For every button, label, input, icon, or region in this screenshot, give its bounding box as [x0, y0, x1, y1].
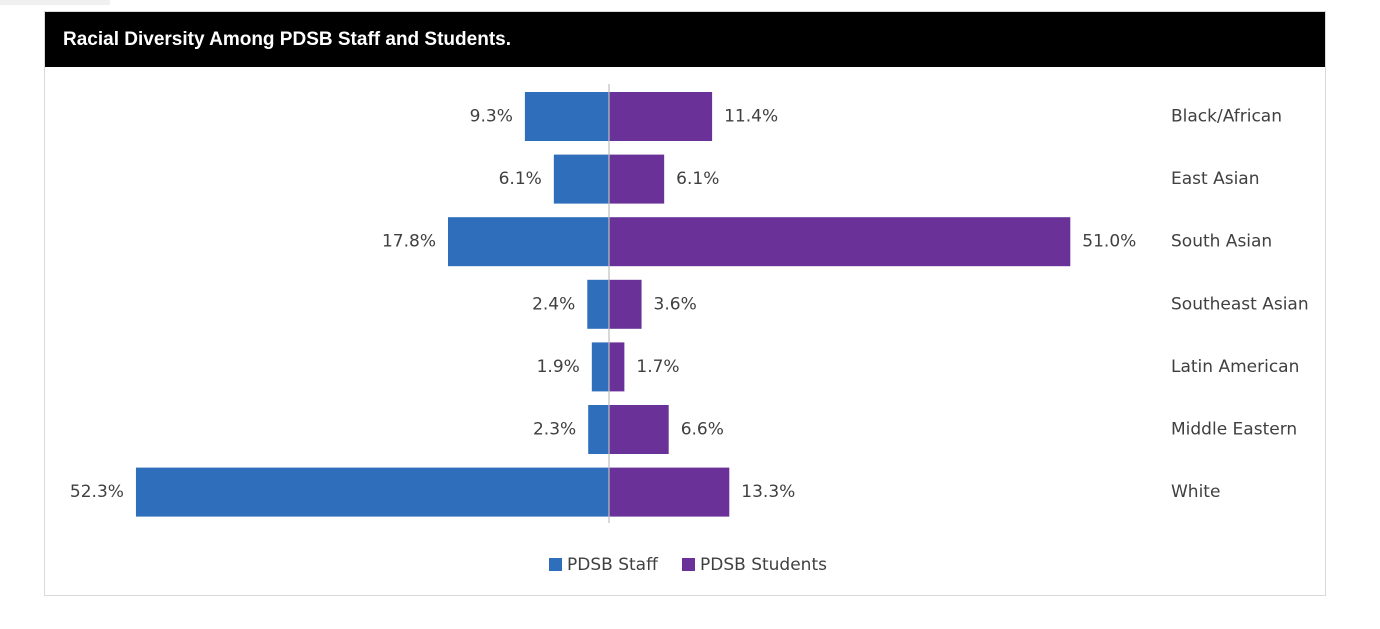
staff-bar	[135, 467, 609, 517]
students-bar	[609, 467, 730, 517]
staff-bar	[524, 92, 609, 141]
staff-bar	[587, 279, 609, 329]
category-label: Middle Eastern	[1171, 420, 1297, 440]
students-bar	[609, 279, 642, 329]
students-bar	[609, 405, 669, 454]
students-data-label: 6.6%	[681, 420, 724, 440]
students-data-label: 51.0%	[1082, 232, 1136, 252]
staff-data-label: 1.9%	[537, 357, 580, 377]
category-label: South Asian	[1171, 232, 1272, 252]
staff-bar	[447, 217, 609, 267]
students-bar	[609, 217, 1071, 267]
legend-students-label: PDSB Students	[700, 555, 827, 575]
students-data-label: 13.3%	[741, 482, 795, 502]
legend-students-swatch	[682, 558, 695, 571]
staff-bar	[591, 342, 609, 392]
chart-title: Racial Diversity Among PDSB Staff and St…	[45, 12, 1325, 67]
students-data-label: 3.6%	[654, 294, 697, 314]
staff-data-label: 9.3%	[470, 107, 513, 127]
staff-data-label: 17.8%	[382, 232, 436, 252]
staff-data-label: 52.3%	[70, 482, 124, 502]
staff-data-label: 2.4%	[532, 294, 575, 314]
staff-bar	[588, 405, 609, 454]
students-data-label: 1.7%	[636, 357, 679, 377]
students-bar	[609, 92, 713, 141]
legend-staff-label: PDSB Staff	[567, 555, 659, 575]
students-data-label: 6.1%	[676, 169, 719, 189]
top-strip	[0, 0, 110, 5]
category-label: Latin American	[1171, 357, 1299, 377]
students-bar	[609, 154, 665, 204]
staff-data-label: 2.3%	[533, 420, 576, 440]
legend-staff-swatch	[549, 558, 562, 571]
students-data-label: 11.4%	[724, 107, 778, 127]
category-label: East Asian	[1171, 169, 1260, 189]
category-label: White	[1171, 482, 1220, 502]
category-label: Black/African	[1171, 107, 1282, 127]
staff-bar	[553, 154, 609, 204]
students-bar	[609, 342, 625, 392]
staff-data-label: 6.1%	[499, 169, 542, 189]
category-label: Southeast Asian	[1171, 294, 1309, 314]
